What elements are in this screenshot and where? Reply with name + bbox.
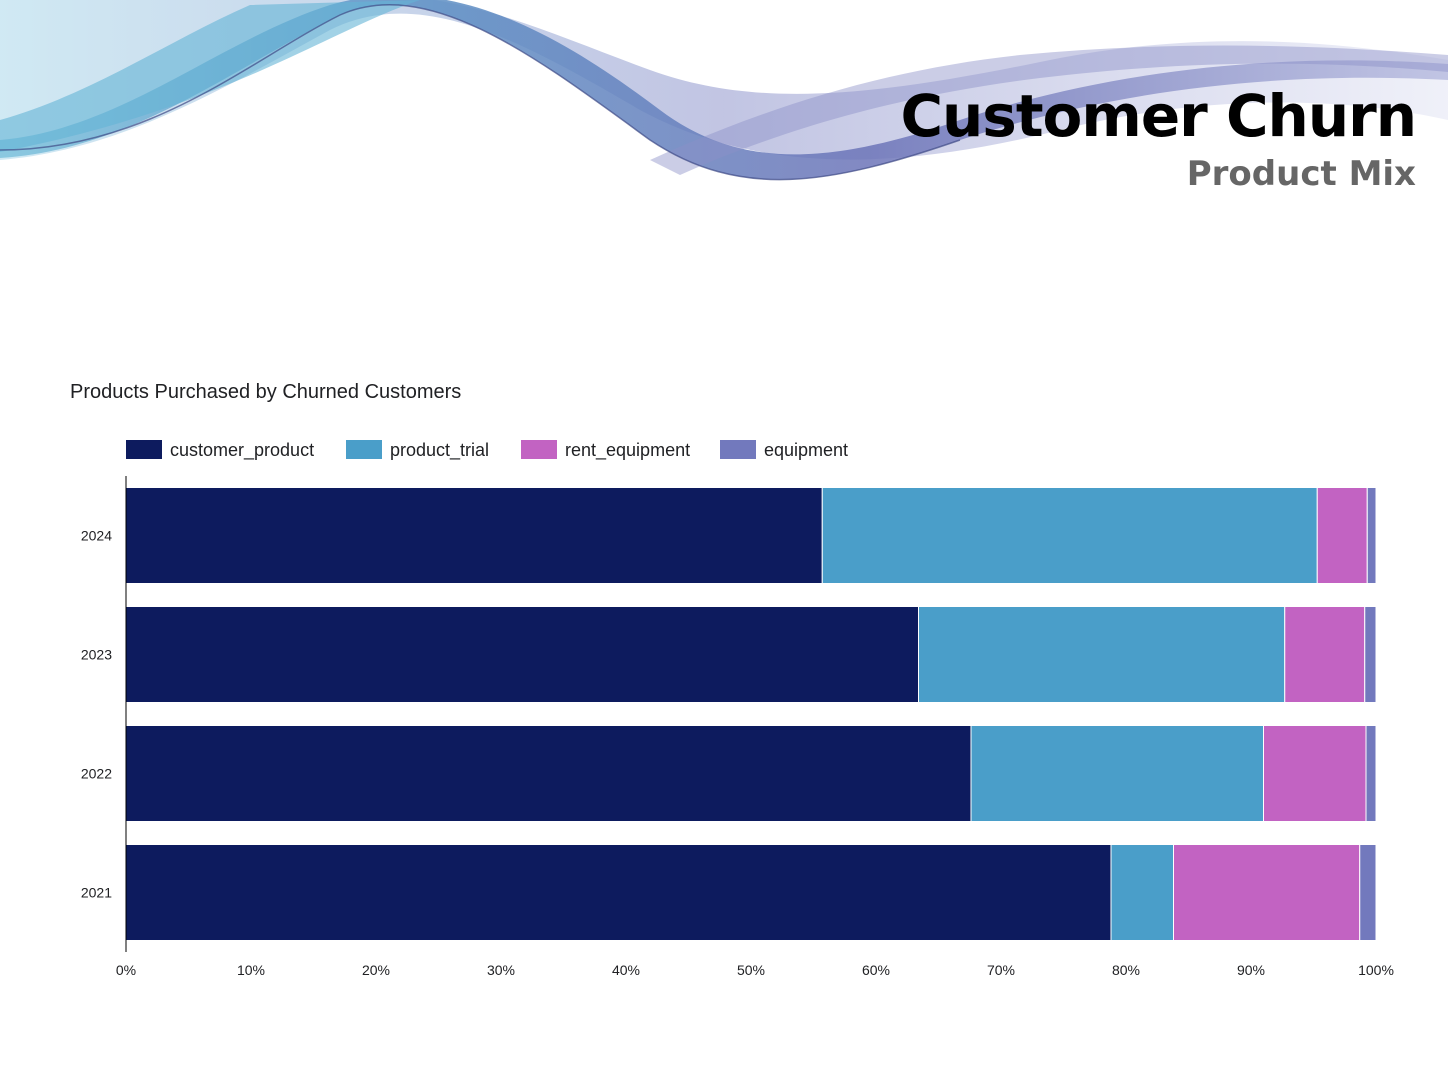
x-tick-label: 50% — [737, 962, 765, 978]
x-tick-label: 100% — [1358, 962, 1394, 978]
y-tick-label: 2022 — [81, 766, 112, 782]
legend-swatch-customer-product — [126, 440, 162, 459]
bar-2022-rent-equipment — [1263, 725, 1367, 822]
bar-2022-equipment — [1365, 725, 1377, 822]
bar-2024-product-trial — [821, 487, 1318, 584]
bars-layer: 2024 2023 2022 2021 — [81, 487, 1377, 941]
x-tick-label: 70% — [987, 962, 1015, 978]
bar-2023-equipment — [1364, 606, 1377, 703]
bar-2024-rent-equipment — [1316, 487, 1368, 584]
legend-swatch-equipment — [720, 440, 756, 459]
legend-swatch-rent-equipment — [521, 440, 557, 459]
x-tick-label: 60% — [862, 962, 890, 978]
bar-2024-equipment — [1366, 487, 1377, 584]
x-tick-label: 90% — [1237, 962, 1265, 978]
page-title: Customer Churn — [900, 82, 1417, 150]
bar-2021-equipment — [1359, 844, 1377, 941]
y-tick-label: 2024 — [81, 528, 112, 544]
bar-2023-customer-product — [125, 606, 919, 703]
legend-label-rent-equipment: rent_equipment — [565, 440, 690, 461]
bar-2022-product-trial — [970, 725, 1264, 822]
x-tick-label: 30% — [487, 962, 515, 978]
x-tick-label: 40% — [612, 962, 640, 978]
bar-2021-customer-product — [125, 844, 1112, 941]
wave-banner — [0, 0, 1448, 181]
legend-label-customer-product: customer_product — [170, 440, 314, 461]
axes-layer: 0% 10% 20% 30% 40% 50% 60% 70% 80% 90% 100% — [116, 476, 1394, 978]
bar-2023-rent-equipment — [1284, 606, 1366, 703]
bar-2022-customer-product — [125, 725, 972, 822]
x-tick-label: 0% — [116, 962, 136, 978]
x-tick-label: 10% — [237, 962, 265, 978]
page-subtitle: Product Mix — [1186, 154, 1416, 194]
legend-swatch-product-trial — [346, 440, 382, 459]
legend-label-equipment: equipment — [764, 440, 848, 460]
bar-2024-customer-product — [125, 487, 823, 584]
bar-2021-product-trial — [1110, 844, 1174, 941]
x-tick-label: 80% — [1112, 962, 1140, 978]
y-tick-label: 2021 — [81, 885, 112, 901]
x-tick-label: 20% — [362, 962, 390, 978]
legend-label-product-trial: product_trial — [390, 440, 489, 461]
bar-2021-rent-equipment — [1173, 844, 1361, 941]
chart-legend: customer_product product_trial rent_equipm… — [126, 440, 848, 461]
y-tick-label: 2023 — [81, 647, 112, 663]
bar-2023-product-trial — [918, 606, 1286, 703]
chart-title: Products Purchased by Churned Customers — [70, 381, 462, 403]
